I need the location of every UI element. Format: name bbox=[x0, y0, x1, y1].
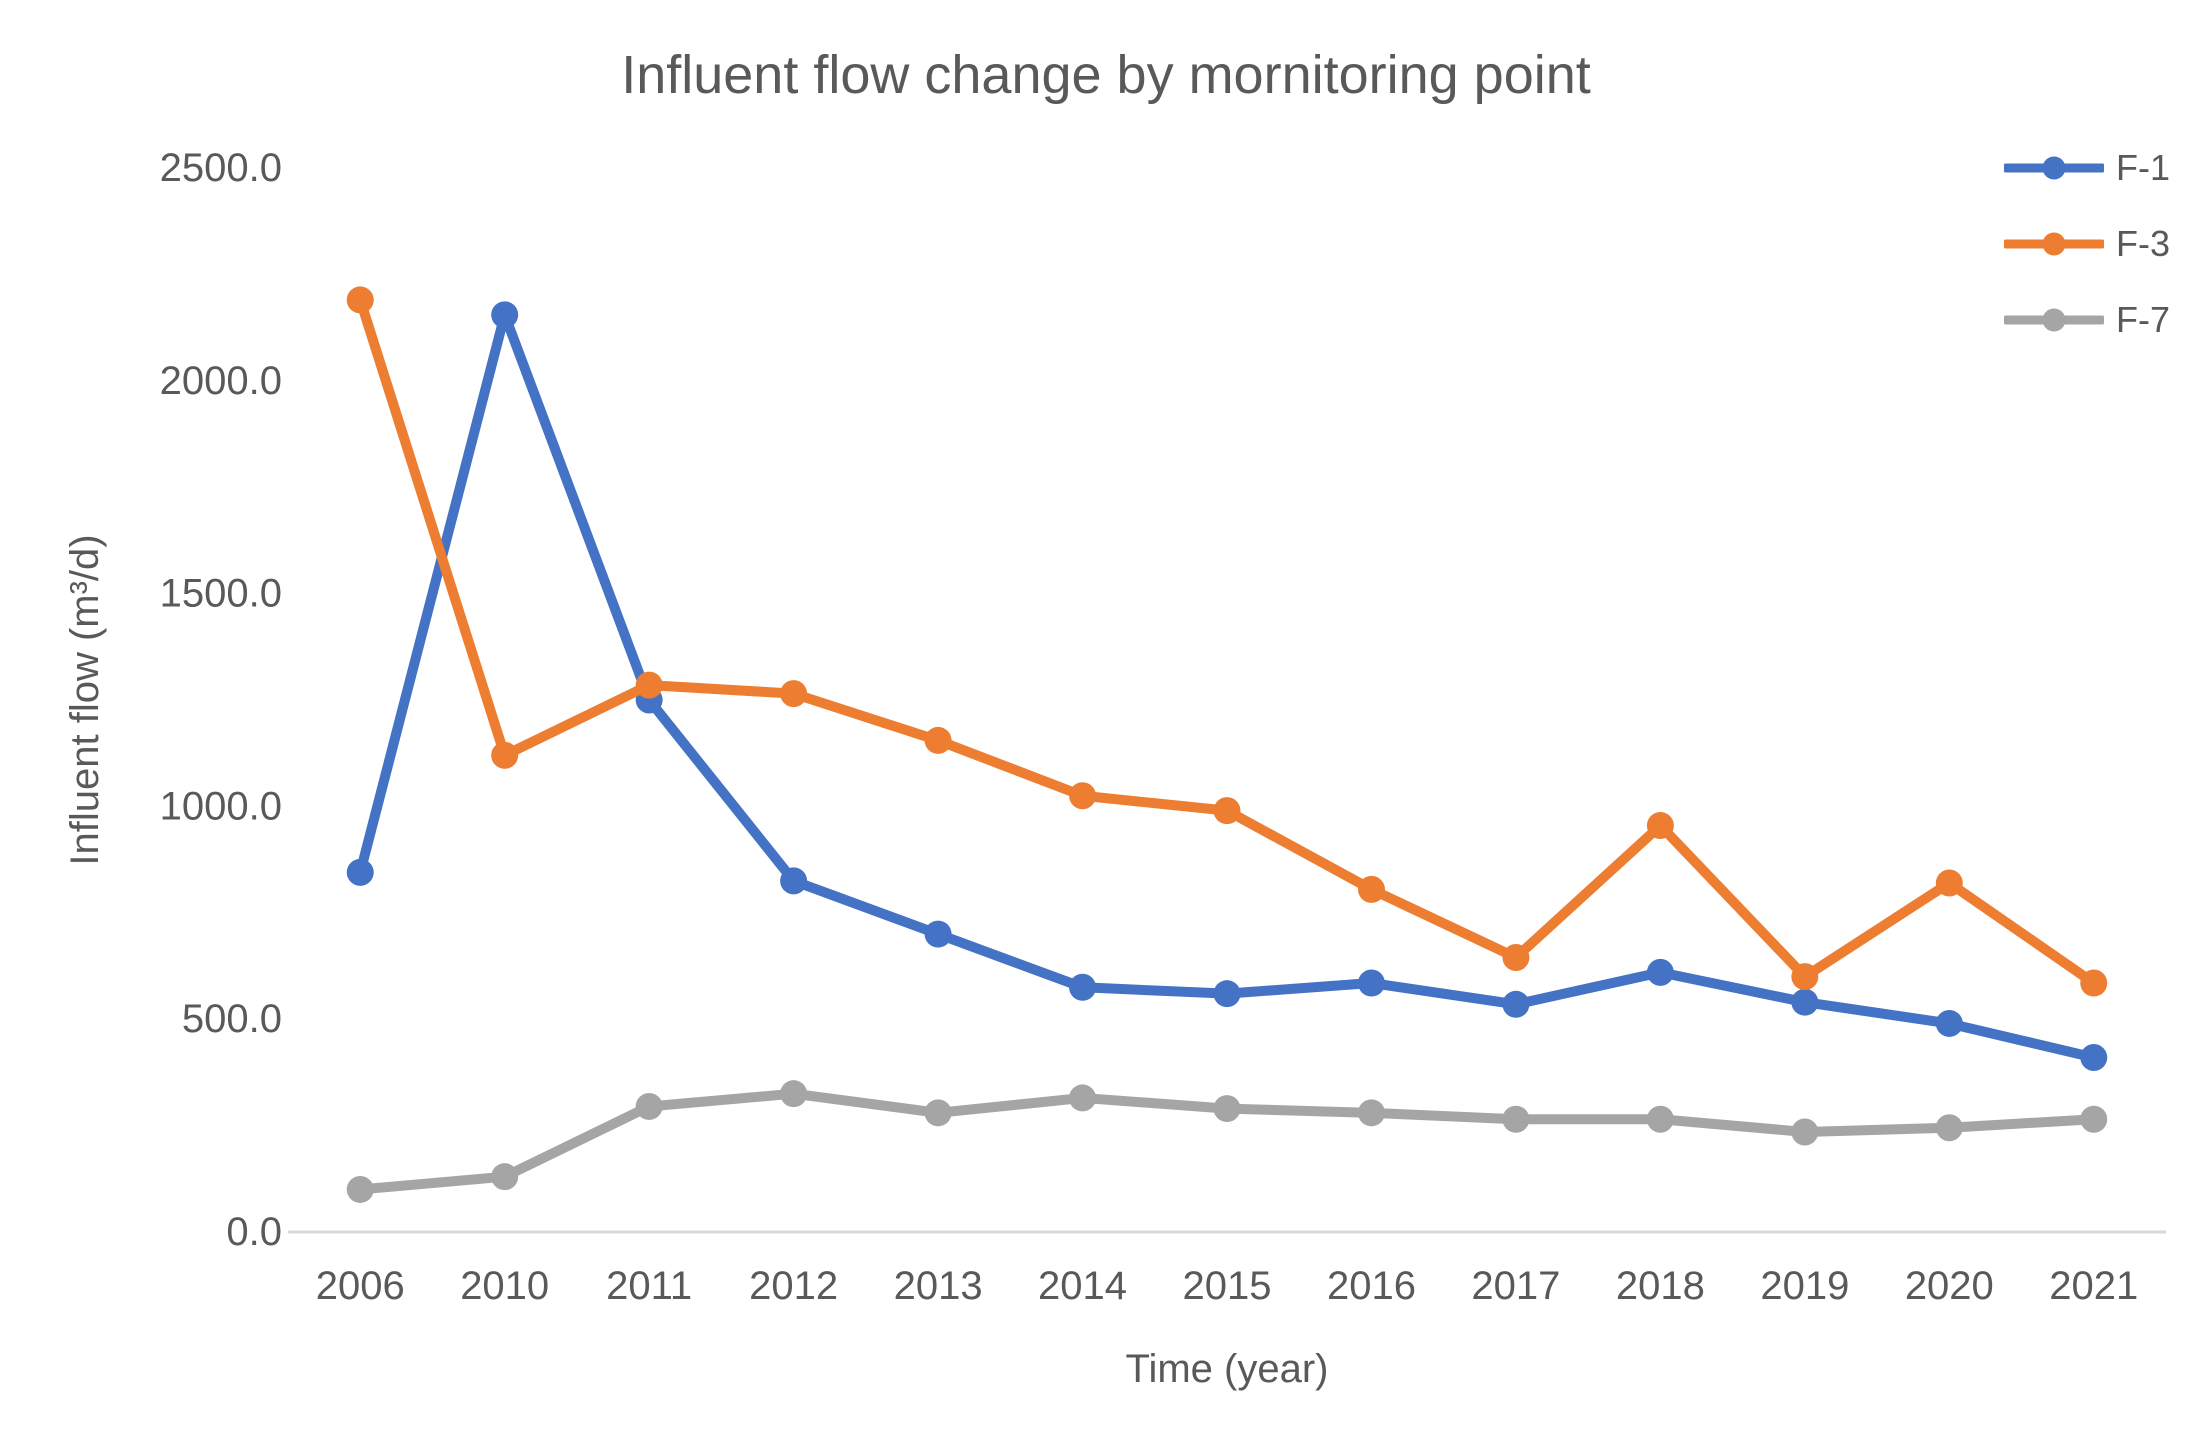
x-tick-label: 2011 bbox=[606, 1264, 692, 1308]
x-tick-label: 2016 bbox=[1327, 1264, 1416, 1308]
series-marker-f-1 bbox=[1069, 973, 1097, 1001]
series-marker-f-7 bbox=[1213, 1095, 1241, 1123]
legend-label-f-7: F-7 bbox=[2116, 299, 2170, 340]
series-marker-f-1 bbox=[1502, 990, 1530, 1018]
legend-swatch-f-7 bbox=[2004, 308, 2104, 332]
y-tick-label: 2000.0 bbox=[160, 359, 282, 403]
x-tick-label: 2014 bbox=[1038, 1264, 1127, 1308]
x-tick-label: 2021 bbox=[2049, 1264, 2138, 1308]
series-marker-f-3 bbox=[1357, 875, 1385, 903]
y-tick-label: 0.0 bbox=[226, 1210, 282, 1254]
series-line-f-3 bbox=[355, 294, 2099, 989]
series-marker-f-3 bbox=[1213, 797, 1241, 825]
series-marker-f-3 bbox=[346, 286, 374, 314]
series-marker-f-7 bbox=[1646, 1105, 1674, 1133]
x-tick-label: 2010 bbox=[460, 1264, 549, 1308]
x-tick-label: 2018 bbox=[1616, 1264, 1705, 1308]
legend-item-f-1: F-1 bbox=[2004, 147, 2170, 189]
legend-label-f-3: F-3 bbox=[2116, 223, 2170, 264]
x-tick-label: 2013 bbox=[894, 1264, 983, 1308]
series-marker-f-1 bbox=[1791, 988, 1819, 1016]
legend-item-f-3: F-3 bbox=[2004, 223, 2170, 265]
series-marker-f-3 bbox=[780, 680, 808, 708]
x-tick-label: 2006 bbox=[316, 1264, 405, 1308]
legend-item-f-7: F-7 bbox=[2004, 299, 2170, 341]
y-tick-label: 1000.0 bbox=[160, 784, 282, 828]
y-tick-label: 500.0 bbox=[182, 997, 282, 1041]
series-marker-f-7 bbox=[1069, 1084, 1097, 1112]
legend-label-f-1: F-1 bbox=[2116, 147, 2170, 188]
series-marker-f-3 bbox=[1502, 943, 1530, 971]
y-tick-label: 1500.0 bbox=[160, 572, 282, 616]
x-tick-label: 2019 bbox=[1760, 1264, 1849, 1308]
series-marker-f-3 bbox=[635, 671, 663, 699]
series-marker-f-1 bbox=[1213, 980, 1241, 1008]
legend: F-1 F-3 F-7 bbox=[2004, 147, 2170, 341]
series-marker-f-7 bbox=[1357, 1099, 1385, 1127]
series-marker-f-3 bbox=[924, 726, 952, 754]
x-tick-label: 2020 bbox=[1905, 1264, 1994, 1308]
y-tick-label: 2500.0 bbox=[160, 146, 282, 190]
series-marker-f-7 bbox=[1791, 1118, 1819, 1146]
y-axis-title: Influent flow (m³/d) bbox=[63, 534, 107, 865]
series-marker-f-3 bbox=[1935, 869, 1963, 897]
series-marker-f-7 bbox=[924, 1099, 952, 1127]
series-marker-f-1 bbox=[491, 301, 519, 329]
series-marker-f-7 bbox=[635, 1092, 663, 1120]
x-tick-label: 2017 bbox=[1471, 1264, 1560, 1308]
x-tick-label: 2015 bbox=[1183, 1264, 1272, 1308]
series-marker-f-1 bbox=[924, 920, 952, 948]
series-marker-f-7 bbox=[491, 1163, 519, 1191]
series-marker-f-7 bbox=[1502, 1105, 1530, 1133]
series-marker-f-1 bbox=[2080, 1044, 2108, 1072]
chart-title: Influent flow change by mornitoring poin… bbox=[621, 45, 1591, 105]
series-marker-f-7 bbox=[346, 1175, 374, 1203]
series-marker-f-3 bbox=[491, 741, 519, 769]
series-marker-f-1 bbox=[1646, 958, 1674, 986]
series-marker-f-7 bbox=[1935, 1114, 1963, 1142]
series-marker-f-1 bbox=[780, 867, 808, 895]
series-marker-f-3 bbox=[1646, 812, 1674, 840]
series-marker-f-3 bbox=[2080, 969, 2108, 997]
series-marker-f-1 bbox=[1935, 1009, 1963, 1037]
series-marker-f-3 bbox=[1069, 782, 1097, 810]
series-line-f-1 bbox=[355, 309, 2099, 1063]
series-marker-f-7 bbox=[780, 1080, 808, 1108]
legend-swatch-f-1 bbox=[2004, 156, 2104, 180]
series-marker-f-7 bbox=[2080, 1105, 2108, 1133]
x-axis-title: Time (year) bbox=[1126, 1347, 1329, 1391]
legend-swatch-f-3 bbox=[2004, 232, 2104, 256]
x-tick-label: 2012 bbox=[749, 1264, 838, 1308]
series-marker-f-1 bbox=[346, 858, 374, 886]
series-marker-f-3 bbox=[1791, 963, 1819, 991]
series-marker-f-1 bbox=[1357, 969, 1385, 997]
